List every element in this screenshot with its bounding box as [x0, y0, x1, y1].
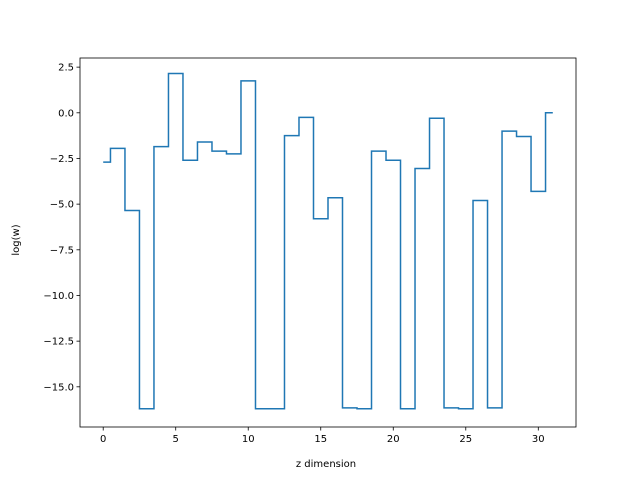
y-tick-label: −12.5: [43, 337, 74, 348]
x-tick-label: 10: [242, 434, 255, 445]
y-tick-label: 2.5: [58, 63, 74, 74]
x-tick-label: 30: [532, 434, 545, 445]
y-tick-label: −2.5: [50, 154, 74, 165]
y-tick-label: −5.0: [50, 200, 74, 211]
y-axis-label: log(w): [11, 224, 22, 255]
series-line: [103, 72, 553, 410]
axes-frame: [79, 57, 577, 428]
y-tick-label: −7.5: [50, 245, 74, 256]
y-tick-label: −15.0: [43, 382, 74, 393]
x-tick-label: 15: [314, 434, 327, 445]
x-axis-label: z dimension: [296, 459, 356, 470]
x-tick-label: 20: [387, 434, 400, 445]
y-axis-ticks: 2.5 0.0 −2.5 −5.0 −7.5 −10.0 −12.5 −15.0: [43, 63, 80, 393]
x-tick-label: 25: [459, 434, 472, 445]
plot-area: [79, 57, 577, 428]
x-tick-label: 5: [173, 434, 179, 445]
y-tick-label: 0.0: [58, 108, 74, 119]
x-tick-label: 0: [100, 434, 106, 445]
y-tick-label: −10.0: [43, 291, 74, 302]
x-axis-ticks: 0 5 10 15 20 25 30: [100, 427, 545, 445]
